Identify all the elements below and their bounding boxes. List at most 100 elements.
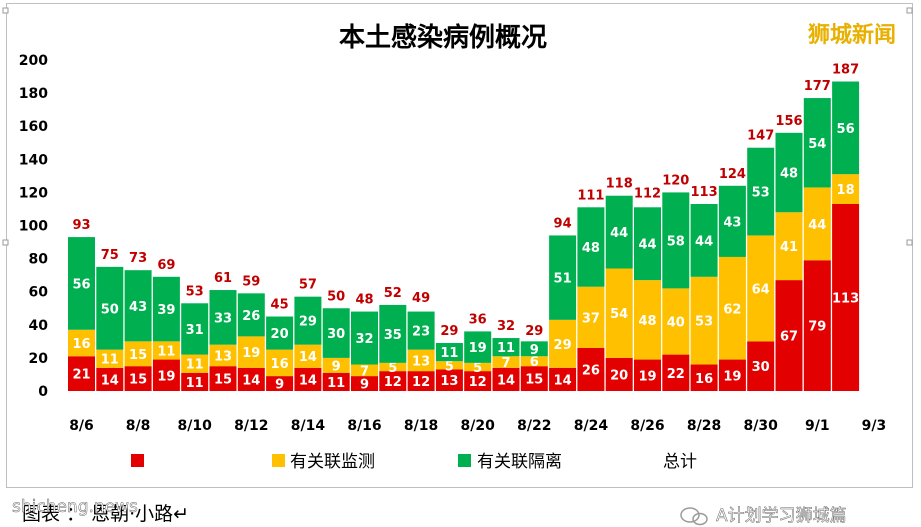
total-label: 29 <box>440 324 458 339</box>
bar-segment <box>435 369 463 391</box>
bar-segment <box>152 341 180 360</box>
y-tick-label: 160 <box>19 119 48 135</box>
bar-segment <box>520 356 548 367</box>
data-label: 62 <box>723 302 741 317</box>
bar-segment <box>294 296 322 345</box>
watermark-right: A计划学习狮城篇 <box>716 506 847 526</box>
data-label: 16 <box>72 337 90 352</box>
data-label: 43 <box>129 300 147 315</box>
data-label: 32 <box>355 332 373 347</box>
total-label: 61 <box>214 271 232 286</box>
bar-segment <box>209 290 237 345</box>
legend-swatch-red <box>131 454 144 467</box>
data-label: 15 <box>129 348 147 363</box>
side-handle-right <box>906 7 913 246</box>
data-label: 9 <box>530 343 539 358</box>
data-label: 18 <box>837 183 855 198</box>
bar-segment <box>68 356 95 391</box>
data-label: 53 <box>752 186 770 201</box>
wechat-icon <box>680 507 708 526</box>
data-label: 30 <box>327 327 345 342</box>
bar-segment <box>351 376 378 391</box>
bar-segment <box>662 288 690 355</box>
bar-segment <box>549 367 577 391</box>
x-tick-label: 8/6 <box>69 418 94 434</box>
bar-segment <box>266 316 294 350</box>
total-label: 49 <box>412 291 430 306</box>
data-label: 16 <box>695 372 713 387</box>
data-label: 50 <box>101 302 119 317</box>
data-label: 5 <box>445 359 454 374</box>
x-tick-label: 8/12 <box>234 418 268 434</box>
total-label: 118 <box>606 177 633 192</box>
x-tick-label: 8/20 <box>461 418 496 434</box>
data-label: 7 <box>360 364 369 379</box>
total-label: 73 <box>129 251 147 266</box>
bar-segment <box>379 362 407 372</box>
x-tick-label: 8/14 <box>291 418 326 434</box>
x-tick-label: 8/8 <box>126 418 151 434</box>
total-label: 29 <box>525 324 543 339</box>
data-label: 11 <box>186 376 204 391</box>
y-tick-label: 80 <box>29 252 49 268</box>
bar-segment <box>96 349 124 368</box>
total-label: 36 <box>469 312 487 327</box>
bar-segment <box>492 356 520 368</box>
data-label: 12 <box>412 375 430 390</box>
data-label: 29 <box>299 315 317 330</box>
data-label: 19 <box>469 341 487 356</box>
total-label: 187 <box>832 63 859 78</box>
total-label: 32 <box>497 319 515 334</box>
bar-segment <box>747 341 775 391</box>
bar-segment <box>577 286 605 348</box>
y-tick-label: 100 <box>19 219 48 235</box>
y-tick-label: 20 <box>29 351 49 367</box>
data-label: 30 <box>752 360 770 375</box>
bar-segment <box>549 235 577 320</box>
y-tick-label: 60 <box>29 285 49 301</box>
bar-segment <box>152 359 180 391</box>
bar-segment <box>520 366 548 391</box>
bar-segment <box>351 311 378 365</box>
side-handle-left <box>2 7 9 246</box>
bar-segment <box>96 367 124 391</box>
data-label: 79 <box>808 320 826 335</box>
data-label: 15 <box>214 373 232 388</box>
bar-segment <box>803 260 831 391</box>
data-label: 19 <box>242 346 260 361</box>
bar-segment <box>690 203 718 277</box>
data-label: 44 <box>695 234 713 249</box>
data-label: 56 <box>837 122 855 137</box>
bar-segment <box>775 212 803 281</box>
data-label: 113 <box>832 291 859 306</box>
bar-segment <box>322 357 350 373</box>
bar-segment <box>605 195 633 269</box>
bar-segment <box>747 235 775 342</box>
y-tick-label: 120 <box>19 185 48 201</box>
bar-segment <box>237 293 265 337</box>
bar-segment <box>464 371 492 391</box>
data-label: 11 <box>327 376 345 391</box>
bar-segment <box>294 344 322 368</box>
data-label: 13 <box>214 349 232 364</box>
bar-segment <box>718 359 746 391</box>
bar-segment <box>775 132 803 213</box>
data-label: 44 <box>638 238 656 253</box>
brand-logo-text: 狮城新闻 <box>808 22 896 48</box>
data-label: 54 <box>808 137 826 152</box>
bar-segment <box>464 331 492 363</box>
data-label: 5 <box>473 361 482 376</box>
data-label: 35 <box>384 328 402 343</box>
data-label: 19 <box>157 369 175 384</box>
bar-segment <box>68 237 95 330</box>
bar-segment <box>124 341 152 367</box>
data-label: 21 <box>72 368 90 383</box>
data-label: 11 <box>157 344 175 359</box>
x-tick-label: 8/18 <box>404 418 438 434</box>
data-label: 37 <box>582 311 600 326</box>
bar-segment <box>747 147 775 236</box>
data-label: 22 <box>667 367 685 382</box>
bars-group: 2116569314115075151543731911396911113153… <box>68 63 859 393</box>
data-label: 56 <box>72 277 90 292</box>
